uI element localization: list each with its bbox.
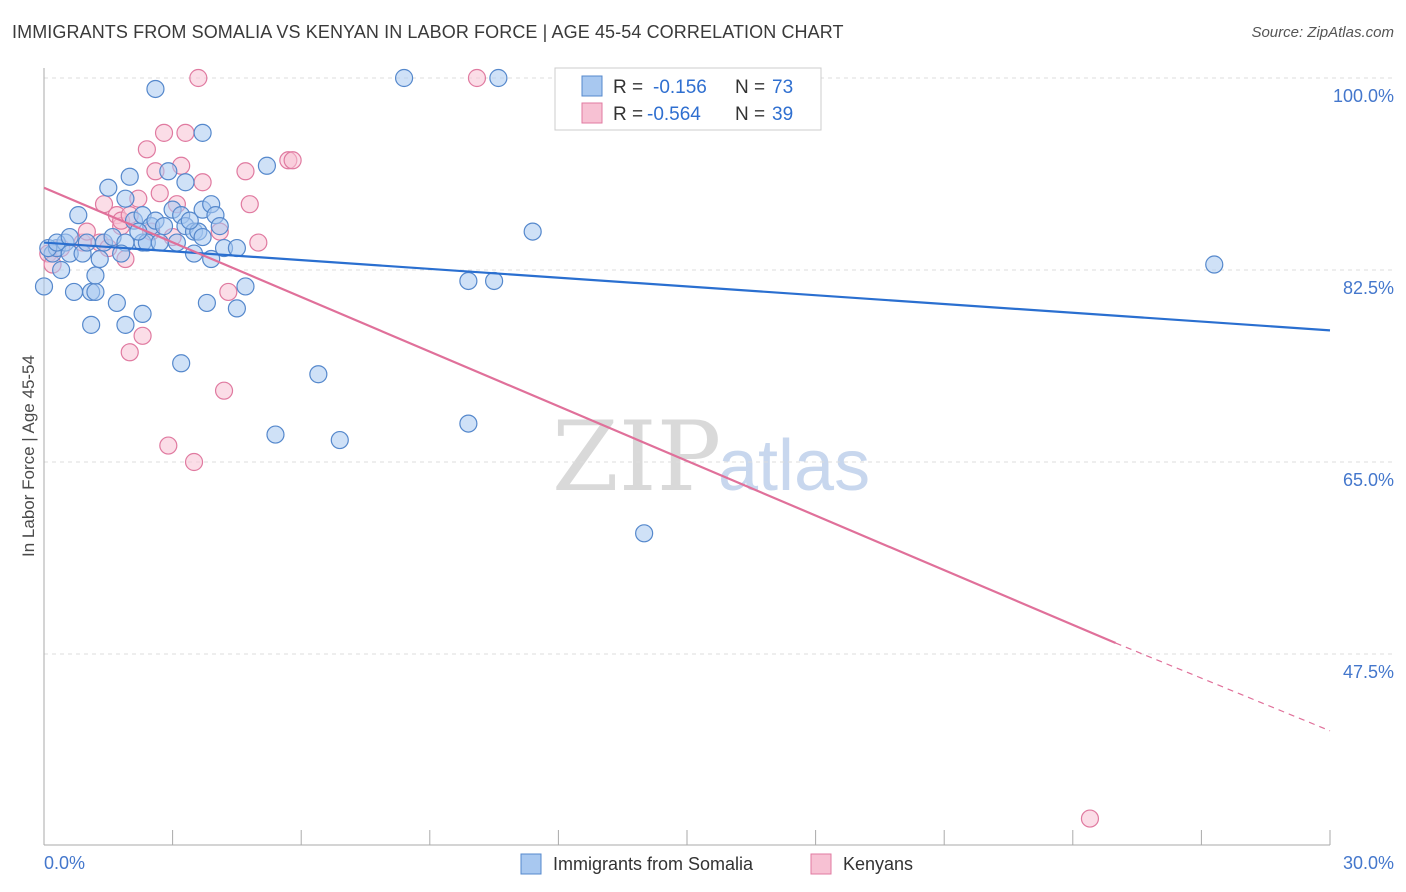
y-tick-label: 82.5% bbox=[1343, 278, 1394, 298]
data-point bbox=[176, 123, 195, 142]
legend-n-label-pink: N = bbox=[735, 104, 765, 125]
data-point bbox=[120, 167, 139, 186]
data-point bbox=[159, 436, 178, 455]
data-point bbox=[82, 315, 101, 334]
data-point bbox=[133, 304, 152, 323]
legend-swatch-pink bbox=[581, 102, 603, 124]
data-point bbox=[635, 524, 654, 543]
data-point bbox=[394, 68, 414, 88]
data-point bbox=[52, 260, 71, 280]
data-point bbox=[1205, 255, 1224, 274]
data-point bbox=[172, 354, 191, 373]
data-point bbox=[459, 414, 478, 433]
data-point bbox=[485, 271, 504, 291]
data-point bbox=[249, 233, 268, 252]
legend-r-value-pink: -0.564 bbox=[647, 104, 701, 125]
data-point bbox=[240, 195, 259, 214]
data-point bbox=[60, 227, 79, 247]
series-legend: Immigrants from Somalia Kenyans bbox=[520, 853, 913, 875]
series-legend-swatch-kenyans bbox=[810, 853, 832, 875]
data-point bbox=[227, 299, 246, 318]
data-point bbox=[266, 425, 285, 444]
data-point bbox=[176, 173, 195, 192]
legend-r-label-pink: R = bbox=[613, 104, 643, 125]
data-point bbox=[159, 162, 178, 181]
x-ticks bbox=[172, 830, 1331, 845]
data-point bbox=[120, 343, 139, 362]
x-tick-label-max: 30.0% bbox=[1343, 853, 1394, 873]
kenyans-trend-line bbox=[43, 186, 1117, 645]
data-point bbox=[210, 217, 229, 236]
somalia-trend-line bbox=[43, 241, 1331, 332]
watermark-atlas: atlas bbox=[718, 426, 870, 506]
data-point bbox=[227, 238, 246, 258]
data-point bbox=[193, 173, 212, 192]
legend-n-value-pink: 39 bbox=[772, 104, 793, 125]
y-tick-label: 100.0% bbox=[1333, 86, 1394, 106]
data-point bbox=[116, 315, 135, 334]
legend-n-value-blue: 73 bbox=[772, 77, 793, 98]
data-point bbox=[154, 123, 174, 142]
data-point bbox=[309, 365, 328, 384]
series-legend-label-somalia: Immigrants from Somalia bbox=[553, 854, 754, 874]
kenyans-trend-extension bbox=[1115, 642, 1331, 732]
chart-source: Source: ZipAtlas.com bbox=[1251, 24, 1394, 41]
y-axis-label: In Labor Force | Age 45-54 bbox=[19, 355, 38, 557]
data-point bbox=[90, 249, 109, 269]
trend-lines bbox=[43, 186, 1331, 732]
data-point bbox=[459, 271, 478, 291]
legend-r-value-blue: -0.156 bbox=[653, 77, 707, 98]
data-point bbox=[133, 326, 152, 345]
data-point bbox=[193, 227, 212, 247]
data-point bbox=[330, 430, 349, 450]
series-legend-swatch-somalia bbox=[520, 853, 542, 875]
data-point bbox=[34, 277, 54, 296]
legend-r-label-blue: R = bbox=[613, 77, 643, 98]
y-tick-label: 65.0% bbox=[1343, 470, 1394, 490]
data-point bbox=[77, 233, 96, 252]
data-point bbox=[219, 282, 238, 302]
data-point bbox=[180, 211, 199, 230]
data-point bbox=[193, 123, 212, 142]
data-point bbox=[107, 293, 126, 313]
watermark-zip: ZIP bbox=[552, 401, 721, 513]
data-point bbox=[197, 293, 216, 313]
data-point bbox=[467, 68, 487, 88]
data-point bbox=[86, 266, 105, 285]
data-point bbox=[236, 162, 255, 181]
data-point bbox=[112, 244, 131, 263]
data-point bbox=[489, 68, 508, 88]
data-point bbox=[184, 452, 204, 472]
stats-legend: R = -0.156 N = 73 R = -0.564 N = 39 bbox=[554, 67, 822, 131]
legend-swatch-blue bbox=[581, 75, 603, 97]
data-point bbox=[99, 178, 118, 197]
data-point bbox=[116, 189, 135, 208]
x-tick-label-min: 0.0% bbox=[44, 853, 85, 873]
data-point bbox=[236, 277, 255, 296]
data-point bbox=[69, 206, 88, 225]
chart-title: IMMIGRANTS FROM SOMALIA VS KENYAN IN LAB… bbox=[12, 22, 844, 42]
data-point bbox=[150, 184, 169, 203]
data-point bbox=[283, 151, 302, 170]
data-point bbox=[189, 68, 208, 88]
data-point bbox=[146, 79, 165, 99]
data-point bbox=[64, 282, 84, 302]
data-point bbox=[137, 140, 156, 159]
legend-n-label-blue: N = bbox=[735, 77, 765, 98]
data-point bbox=[214, 381, 234, 400]
data-point bbox=[257, 156, 277, 175]
y-tick-label: 47.5% bbox=[1343, 662, 1394, 682]
data-point bbox=[1080, 809, 1100, 828]
data-point bbox=[154, 217, 174, 236]
y-tick-labels: 100.0% 82.5% 65.0% 47.5% bbox=[1333, 86, 1394, 682]
data-point bbox=[523, 222, 542, 241]
series-legend-label-kenyans: Kenyans bbox=[843, 854, 913, 874]
data-point bbox=[86, 282, 105, 302]
